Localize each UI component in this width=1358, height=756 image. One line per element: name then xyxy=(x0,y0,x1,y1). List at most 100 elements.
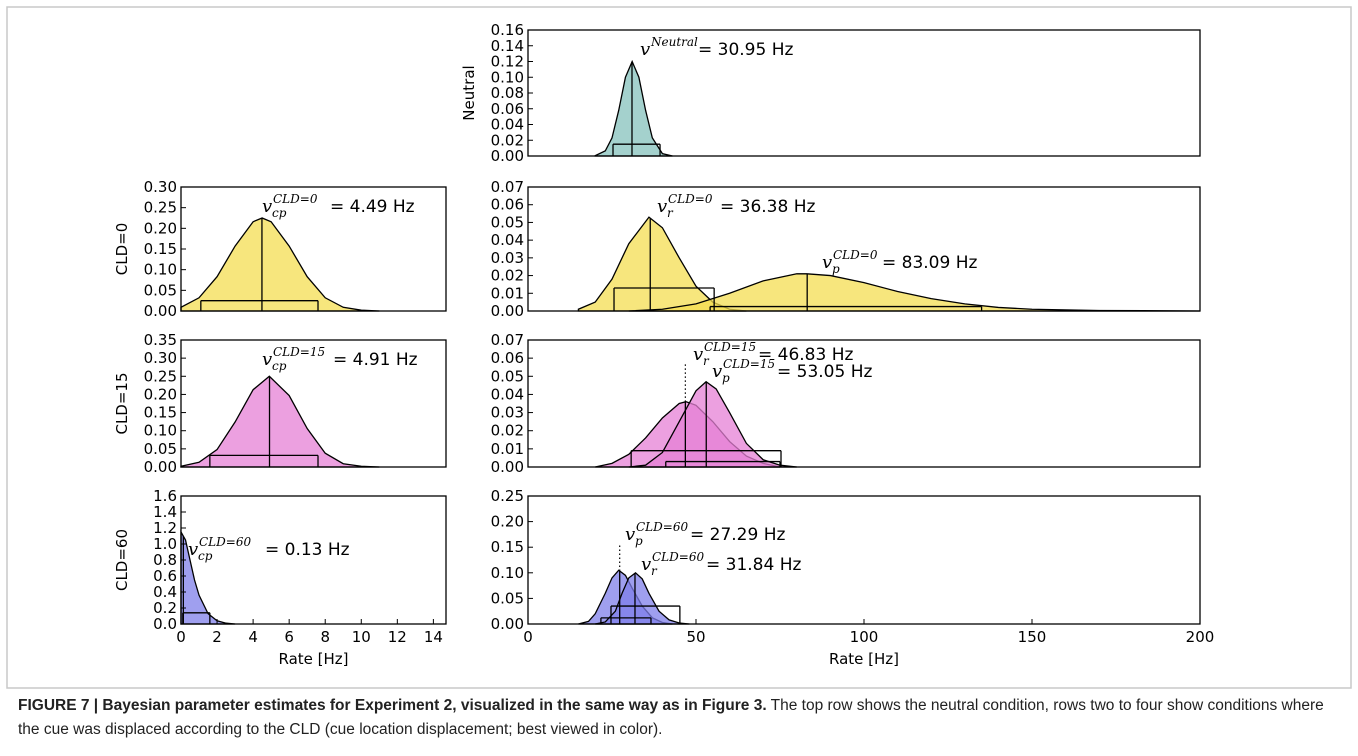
annotation-value: = 46.83 Hz xyxy=(758,345,854,365)
density-area xyxy=(595,571,690,625)
annotation-sub: r xyxy=(651,564,658,578)
x-tick-label: 10 xyxy=(352,628,371,646)
y-tick-label: 0.20 xyxy=(144,219,177,237)
annotation-sup: CLD=15 xyxy=(723,357,775,371)
y-tick-label: 0.16 xyxy=(491,21,524,39)
annotation-symbol: v xyxy=(625,524,635,545)
annotation-symbol: v xyxy=(657,196,667,217)
annotation-value: = 0.13 Hz xyxy=(265,540,350,560)
y-tick-label: 0.00 xyxy=(491,458,524,476)
annotation-value: = 4.91 Hz xyxy=(333,350,418,370)
x-axis-label: Rate [Hz] xyxy=(278,650,348,668)
y-tick-label: 0.12 xyxy=(491,53,524,71)
caption-title: FIGURE 7 | Bayesian parameter estimates … xyxy=(18,697,767,714)
annotation-symbol: v xyxy=(262,349,272,370)
y-axis-label: CLD=60 xyxy=(113,529,131,591)
annotation-sup: CLD=15 xyxy=(273,345,325,359)
x-tick-label: 2 xyxy=(212,628,222,646)
x-tick-label: 12 xyxy=(388,628,407,646)
y-tick-label: 0.03 xyxy=(491,249,524,267)
axes-frame xyxy=(527,339,1201,468)
y-tick-label: 0.0 xyxy=(153,615,177,633)
x-tick-label: 200 xyxy=(1186,628,1215,646)
y-tick-label: 0.03 xyxy=(491,404,524,422)
caption: FIGURE 7 | Bayesian parameter estimates … xyxy=(18,694,1338,742)
y-tick-label: 0.05 xyxy=(144,440,177,458)
y-tick-label: 0.25 xyxy=(491,487,524,505)
density-area xyxy=(628,273,1201,312)
x-tick-label: 100 xyxy=(850,628,879,646)
annotation-sup: CLD=60 xyxy=(199,535,251,549)
y-tick-label: 0.04 xyxy=(491,385,524,403)
figure-frame xyxy=(6,6,1352,689)
y-axis-label: Neutral xyxy=(460,65,478,120)
y-tick-label: 0.07 xyxy=(491,331,524,349)
caption-text: The top row shows the neutral condition,… xyxy=(18,697,1324,738)
annotation-symbol: v xyxy=(262,196,272,217)
y-tick-label: 0.10 xyxy=(144,261,177,279)
annotation-sub: cp xyxy=(198,549,213,563)
y-tick-label: 1.2 xyxy=(153,519,177,537)
density-area xyxy=(180,375,380,468)
y-tick-label: 0.06 xyxy=(491,196,524,214)
y-tick-label: 0.01 xyxy=(491,440,524,458)
y-tick-label: 0.02 xyxy=(491,422,524,440)
y-tick-label: 0.04 xyxy=(491,231,524,249)
annotation-value: = 83.09 Hz xyxy=(882,253,978,273)
y-tick-label: 0.14 xyxy=(491,37,524,55)
annotation-value: = 30.95 Hz xyxy=(698,40,794,60)
y-tick-label: 0.05 xyxy=(491,589,524,607)
y-tick-label: 0.35 xyxy=(144,331,177,349)
y-tick-label: 0.10 xyxy=(491,564,524,582)
annotation-value: = 4.49 Hz xyxy=(330,197,415,217)
y-tick-label: 0.04 xyxy=(491,116,524,134)
y-tick-label: 0.00 xyxy=(491,615,524,633)
y-tick-label: 0.05 xyxy=(144,281,177,299)
annotation-symbol: v xyxy=(712,361,722,382)
x-tick-label: 14 xyxy=(424,628,443,646)
annotation-sup: CLD=0 xyxy=(273,192,318,206)
y-tick-label: 0.10 xyxy=(144,422,177,440)
axes-frame xyxy=(527,186,1201,312)
y-tick-label: 0.15 xyxy=(144,404,177,422)
x-tick-label: 0 xyxy=(523,628,533,646)
annotation-sub: p xyxy=(635,534,643,548)
x-tick-label: 50 xyxy=(686,628,705,646)
y-tick-label: 0.30 xyxy=(144,349,177,367)
x-tick-label: 0 xyxy=(176,628,186,646)
y-tick-label: 0.4 xyxy=(153,583,177,601)
x-tick-label: 4 xyxy=(248,628,258,646)
axes-frame xyxy=(180,339,447,468)
y-tick-label: 0.06 xyxy=(491,349,524,367)
y-tick-label: 0.02 xyxy=(491,131,524,149)
y-tick-label: 0.08 xyxy=(491,84,524,102)
density-area xyxy=(180,217,380,312)
y-tick-label: 0.15 xyxy=(144,240,177,258)
annotation-value: = 36.38 Hz xyxy=(720,197,816,217)
annotation-sup: CLD=0 xyxy=(833,248,878,262)
annotation-value: = 27.29 Hz xyxy=(690,525,786,545)
axes-frame xyxy=(180,495,447,625)
annotation-value: = 31.84 Hz xyxy=(706,555,802,575)
figure: v Neutral = 30.95 Hz0.000.020.040.060.080.… xyxy=(6,6,1352,689)
annotation-sub: r xyxy=(703,354,710,368)
y-tick-label: 0.25 xyxy=(144,367,177,385)
annotation-sup: CLD=60 xyxy=(636,520,688,534)
annotation-sup: CLD=0 xyxy=(668,192,713,206)
annotation-sup: CLD=60 xyxy=(652,550,704,564)
annotation-sup: CLD=15 xyxy=(704,340,756,354)
y-axis-label: CLD=0 xyxy=(113,223,131,276)
y-axis-label: CLD=15 xyxy=(113,372,131,434)
annotation-symbol: v xyxy=(641,554,651,575)
annotation-sub: cp xyxy=(272,359,287,373)
annotation-symbol: v xyxy=(693,344,703,365)
y-tick-label: 0.6 xyxy=(153,567,177,585)
y-tick-label: 0.06 xyxy=(491,100,524,118)
annotation-symbol: v xyxy=(640,39,650,60)
y-tick-label: 0.00 xyxy=(144,458,177,476)
y-tick-label: 0.05 xyxy=(491,213,524,231)
annotation-sub: r xyxy=(667,206,674,220)
density-area xyxy=(594,59,673,157)
y-tick-label: 0.15 xyxy=(491,538,524,556)
